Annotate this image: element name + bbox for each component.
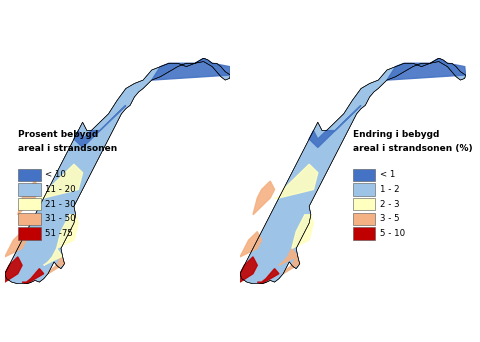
Polygon shape [240,232,262,257]
Text: < 10: < 10 [46,170,66,180]
Polygon shape [275,164,318,198]
Text: Prosent bebygd: Prosent bebygd [18,130,98,140]
Bar [353,183,375,196]
Polygon shape [292,215,313,248]
Polygon shape [18,181,39,215]
Text: 2 - 3: 2 - 3 [380,200,399,209]
Text: areal i strandsonen: areal i strandsonen [18,144,118,153]
Bar [18,213,41,225]
Polygon shape [257,269,279,284]
Text: 3 - 5: 3 - 5 [380,214,399,223]
Text: Endring i bebygd: Endring i bebygd [353,130,439,140]
Bar [18,227,41,240]
Bar [18,183,41,196]
Bar [18,169,41,181]
Text: 51 -75: 51 -75 [46,229,73,238]
Polygon shape [5,232,26,257]
Text: 31 - 50: 31 - 50 [46,214,76,223]
Polygon shape [253,181,275,215]
Text: < 1: < 1 [380,170,395,180]
Bar [18,198,41,210]
Text: areal i strandsonen (%): areal i strandsonen (%) [353,144,472,153]
Polygon shape [283,257,300,274]
Bar [353,169,375,181]
Polygon shape [39,164,83,198]
Polygon shape [240,58,466,284]
Polygon shape [57,215,78,248]
Polygon shape [238,257,257,282]
Polygon shape [48,257,64,274]
Polygon shape [74,105,126,147]
Polygon shape [5,58,230,284]
Text: 11 - 20: 11 - 20 [46,185,76,194]
Bar [353,198,375,210]
Bar [353,227,375,240]
Bar [353,213,375,225]
Polygon shape [387,58,466,80]
Polygon shape [309,105,361,147]
Polygon shape [44,248,63,265]
Polygon shape [22,269,44,284]
Text: 21 - 30: 21 - 30 [46,200,76,209]
Polygon shape [3,257,22,282]
Text: 5 - 10: 5 - 10 [380,229,405,238]
Polygon shape [279,248,298,265]
Text: 1 - 2: 1 - 2 [380,185,399,194]
Polygon shape [152,58,230,80]
